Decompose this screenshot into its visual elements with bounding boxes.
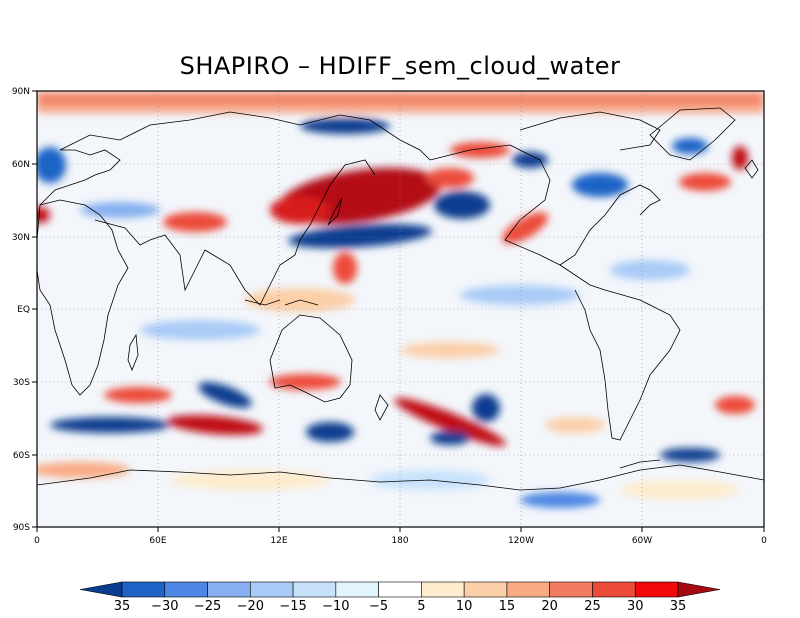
lon-tick-label: 180 [391, 536, 408, 546]
colorbar-label: −30 [151, 599, 178, 614]
lat-tick-label: 60N [12, 160, 30, 170]
lon-tick-label: 0 [34, 536, 40, 546]
lat-tick-labels: 90N 60N 30N EQ 30S 60S 90S [12, 87, 30, 533]
colorbar-swatch [592, 581, 636, 598]
colorbar-swatch [164, 581, 208, 598]
lon-tick-label: 60W [632, 536, 652, 546]
lat-tick-label: 30N [12, 233, 30, 243]
colorbar-swatch [506, 581, 550, 598]
colorbar-label: −15 [279, 599, 306, 614]
lat-tick-label: 90S [13, 523, 30, 533]
colorbar-label: 20 [541, 599, 558, 614]
lat-tick-label: 90N [12, 87, 30, 97]
lon-tick-labels: 0 60E 12E 180 120W 60W 0 [34, 536, 767, 546]
lat-tick-label: 30S [13, 378, 30, 388]
colorbar-high-extend [677, 581, 721, 598]
colorbar-swatch [121, 581, 166, 598]
colorbar-swatch [634, 581, 679, 598]
lon-tick-label: 120W [508, 536, 534, 546]
greenland-coast [649, 107, 736, 161]
colorbar-label: −20 [237, 599, 264, 614]
colorbar-swatch [421, 581, 465, 598]
colorbar-swatch [250, 581, 294, 598]
lat-tick-label: EQ [17, 305, 30, 315]
colorbar-label: 30 [627, 599, 644, 614]
lon-tick-label: 12E [270, 536, 287, 546]
south-america-coast [559, 264, 681, 441]
colorbar-swatch [335, 581, 379, 598]
colorbar-label: 35 [114, 599, 131, 614]
colorbar-swatch [207, 581, 251, 598]
chart-title: SHAPIRO – HDIFF_sem_cloud_water [179, 52, 621, 80]
colorbar-label: 35 [670, 599, 687, 614]
colorbar-label: 5 [417, 599, 425, 614]
colorbar-label: 15 [499, 599, 516, 614]
field-background [37, 91, 764, 527]
colorbar-label: −25 [194, 599, 221, 614]
colorbar-low-extend [79, 581, 123, 598]
africa-coast [37, 199, 129, 396]
colorbar-swatch [549, 581, 593, 598]
colorbar-swatch [463, 581, 508, 598]
lon-tick-label: 0 [761, 536, 767, 546]
colorbar: 35 −30 −25 −20 −15 −10 −5 5 10 15 20 25 30 35 [79, 581, 721, 614]
antarctica-coast [37, 464, 764, 491]
coastlines [37, 107, 764, 491]
field-layer [37, 91, 764, 527]
colorbar-swatch [378, 581, 422, 598]
colorbar-label: 10 [456, 599, 473, 614]
lon-tick-label: 60E [149, 536, 166, 546]
australia-coast [269, 314, 353, 403]
colorbar-swatch [292, 581, 337, 598]
colorbar-label: −10 [322, 599, 349, 614]
colorbar-label: 25 [584, 599, 601, 614]
east-asia-coast [299, 159, 376, 241]
south-asia-coast [94, 219, 301, 306]
lat-tick-label: 60S [13, 451, 30, 461]
colorbar-label: −5 [369, 599, 388, 614]
tick-marks [32, 90, 765, 532]
europe-coast [39, 149, 121, 206]
gridlines [37, 91, 764, 527]
north-pacific-negative-anomaly [288, 223, 432, 249]
